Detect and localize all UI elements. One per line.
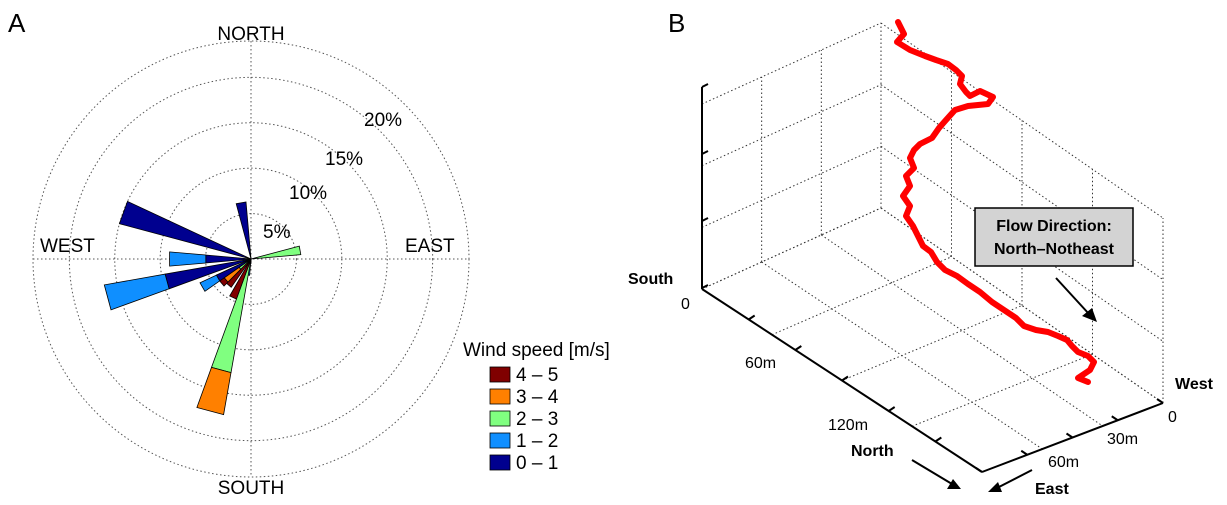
legend-label-3-4: 3 – 4 — [516, 387, 559, 408]
east-axis-tick — [1111, 415, 1119, 422]
axis-tick-north-120m: 120m — [828, 417, 868, 434]
floor-grid-line — [911, 353, 1093, 427]
legend-swatch-4-5 — [489, 366, 511, 383]
compass-east: EAST — [405, 236, 455, 257]
rose-wedge — [250, 245, 302, 260]
north-axis-tick — [841, 375, 849, 382]
north-axis-tick — [888, 406, 896, 412]
flow-direction-annotation: Flow Direction: North–Notheast — [974, 207, 1134, 322]
floor-grid-line — [821, 234, 1103, 427]
annotation-box — [974, 207, 1134, 267]
vertical-axis-tick — [701, 284, 709, 289]
axis-tick-west-30m: 30m — [1107, 431, 1138, 448]
rose-ring — [68, 76, 434, 442]
rose-wedge — [235, 201, 252, 260]
rose-ring — [114, 122, 388, 396]
east-axis-tick — [975, 467, 983, 473]
wall-grid-line — [701, 22, 882, 105]
axis-tick-north-60m: 60m — [745, 355, 776, 372]
rose-sectors — [103, 200, 302, 416]
floor-grid-line — [771, 256, 952, 336]
axis-label-north: North — [851, 443, 894, 460]
axis-tick-west-0: 0 — [1168, 409, 1177, 426]
axis-label-south: South — [628, 271, 673, 288]
axis-label-east: East — [1035, 481, 1069, 498]
legend-label-0-1: 0 – 1 — [516, 453, 558, 474]
north-axis-tick — [748, 314, 756, 321]
legend-title: Wind speed [m/s] — [463, 340, 610, 361]
rose-grid — [32, 40, 470, 478]
vertical-axis-tick — [701, 150, 709, 155]
wall-grid-line — [701, 84, 882, 167]
radial-tick-15: 15% — [325, 149, 363, 170]
rose-labels: NORTH SOUTH EAST WEST 5% 10% 15% 20% — [40, 24, 455, 499]
radial-tick-20: 20% — [364, 110, 402, 131]
rose-wedge — [118, 200, 252, 260]
east-axis-tick — [1156, 398, 1164, 404]
legend-label-2-3: 2 – 3 — [516, 409, 558, 430]
trajectory-3d: South 0 60m 120m North West 0 30m 60m Ea… — [628, 19, 1214, 498]
wall-grid-line — [880, 207, 1164, 404]
trajectory-axes — [701, 83, 1164, 473]
north-axis-tick — [794, 345, 802, 351]
compass-west: WEST — [40, 236, 95, 257]
compass-north: NORTH — [217, 24, 284, 45]
wall-grid-line — [880, 84, 1164, 281]
wind-rose: NORTH SOUTH EAST WEST 5% 10% 15% 20% Win… — [32, 24, 610, 499]
rose-ring — [205, 213, 297, 305]
legend-label-4-5: 4 – 5 — [516, 365, 558, 386]
east-axis-tick — [1020, 449, 1028, 456]
radial-tick-10: 10% — [289, 183, 327, 204]
radial-tick-5: 5% — [263, 222, 291, 243]
legend-swatch-3-4 — [489, 388, 511, 405]
legend-swatch-1-2 — [489, 432, 511, 449]
panel-b-label: B — [668, 8, 685, 38]
legend-swatch-0-1 — [489, 454, 511, 471]
floor-grid-line — [761, 261, 1043, 450]
east-arrow — [988, 469, 1033, 492]
compass-south: SOUTH — [218, 478, 285, 499]
axis-tick-west-60m: 60m — [1048, 454, 1079, 471]
north-arrow — [911, 459, 961, 489]
axis-tick-south-0: 0 — [681, 296, 690, 313]
floor-grid-line — [841, 305, 1023, 381]
legend-label-1-2: 1 – 2 — [516, 431, 558, 452]
legend: Wind speed [m/s] 4 – 5 3 – 4 2 – 3 1 – 2… — [463, 340, 610, 474]
panel-a-label: A — [8, 8, 26, 38]
axis-label-west: West — [1175, 376, 1214, 393]
wall-grid-line — [701, 145, 882, 228]
vertical-axis-tick — [701, 217, 709, 222]
rose-wedge — [169, 251, 207, 267]
rose-wedge — [196, 366, 232, 416]
trajectory-line — [894, 19, 1097, 385]
north-axis-tick — [934, 436, 942, 443]
rose-wedge — [199, 274, 221, 292]
rose-wedge — [229, 260, 251, 300]
east-axis-tick — [1065, 432, 1074, 439]
wall-grid-line — [701, 207, 882, 290]
rose-wedge — [103, 273, 170, 311]
annotation-line-2: North–Notheast — [994, 241, 1115, 258]
annotation-line-1: Flow Direction: — [996, 218, 1112, 235]
legend-swatch-2-3 — [489, 410, 511, 427]
vertical-axis-tick — [701, 83, 709, 88]
wall-grid-line — [880, 145, 1164, 342]
